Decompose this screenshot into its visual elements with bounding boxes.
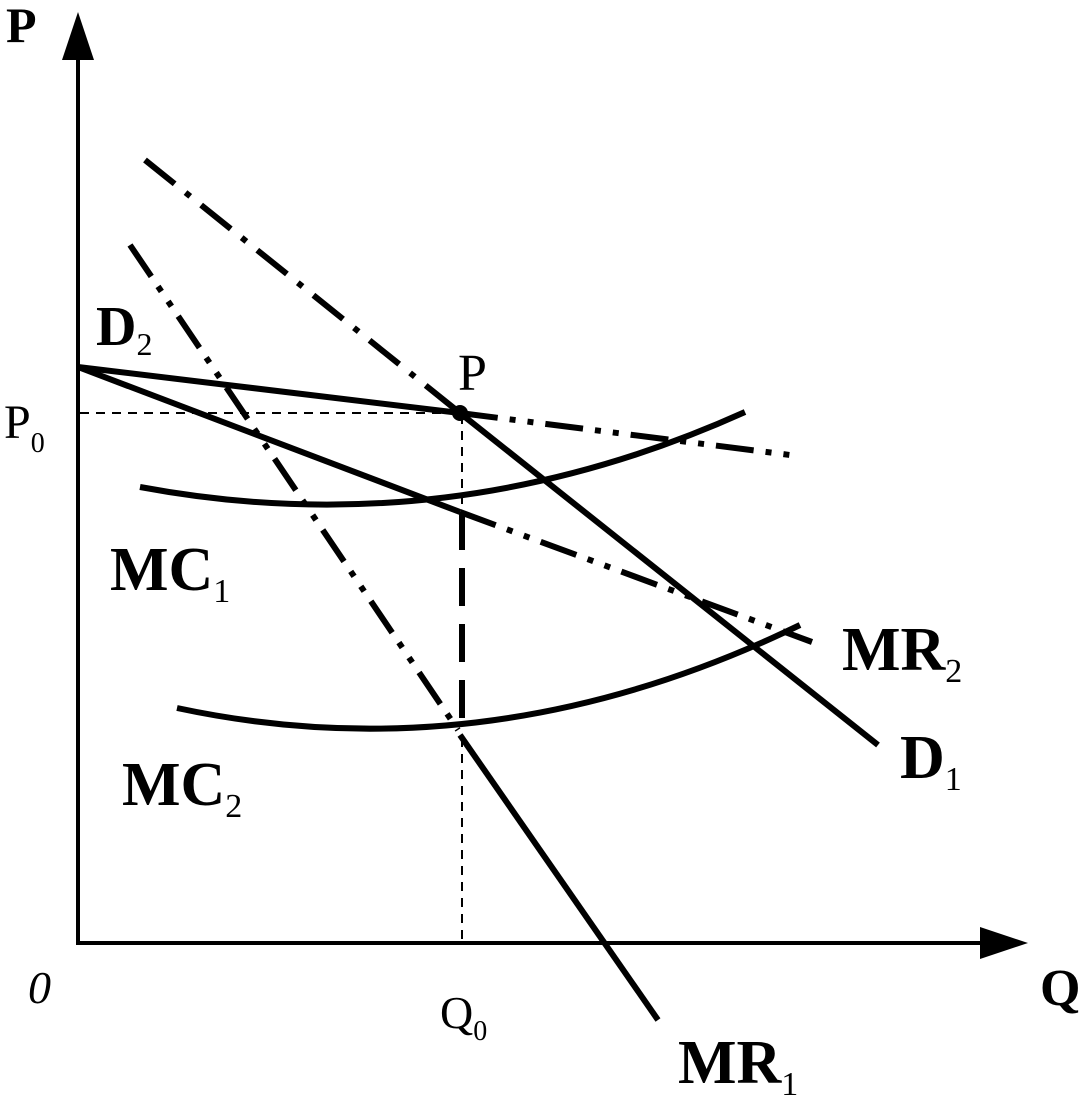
mr1-label: MR1 xyxy=(678,1029,798,1100)
mr2-label-base: MR xyxy=(842,616,947,684)
mr2-label: MR2 xyxy=(842,616,962,690)
x-axis-label: Q xyxy=(1040,960,1080,1017)
d1-label: D1 xyxy=(900,724,962,798)
mc1-label-base: MC xyxy=(110,536,213,604)
mc1-label-sub: 1 xyxy=(213,573,230,610)
mr1-label-base: MR xyxy=(678,1029,783,1097)
mr2-right-extension-line xyxy=(458,509,814,645)
p0-label: P0 xyxy=(4,396,45,459)
mc1-label: MC1 xyxy=(110,536,230,610)
mr1-upper-extension-line xyxy=(127,243,461,732)
q0-label: Q0 xyxy=(440,987,487,1047)
p0-label-sub: 0 xyxy=(31,428,45,459)
d1-solid-line xyxy=(458,410,880,748)
p0-label-base: P xyxy=(4,396,31,449)
x-axis-arrowhead xyxy=(980,927,1028,959)
mc2-label-base: MC xyxy=(122,751,225,819)
d1-label-sub: 1 xyxy=(945,761,962,798)
mc2-label: MC2 xyxy=(122,751,242,825)
kink-point-marker xyxy=(452,405,468,421)
q0-label-sub: 0 xyxy=(473,1016,487,1047)
d2-label-sub: 2 xyxy=(136,326,152,362)
d1-label-base: D xyxy=(900,724,945,792)
kink-point-label: P xyxy=(458,345,487,402)
d1-upper-extension-line xyxy=(143,157,462,416)
mr1-solid-line xyxy=(457,733,661,1022)
d2-label-base: D xyxy=(96,296,136,358)
d2-right-extension-line xyxy=(459,410,791,458)
mc2-label-sub: 2 xyxy=(225,788,242,825)
d2-solid-line xyxy=(77,364,461,416)
y-axis-label: P xyxy=(6,0,37,53)
d2-label: D2 xyxy=(96,296,152,362)
mc2-curve xyxy=(176,622,802,732)
mc1-curve xyxy=(139,409,747,508)
q0-label-base: Q xyxy=(440,987,473,1038)
y-axis-arrowhead xyxy=(62,12,94,60)
origin-label: 0 xyxy=(28,962,51,1013)
mr1-label-sub: 1 xyxy=(781,1066,798,1100)
mr2-label-sub: 2 xyxy=(945,653,962,690)
mr2-solid-line xyxy=(76,364,462,515)
